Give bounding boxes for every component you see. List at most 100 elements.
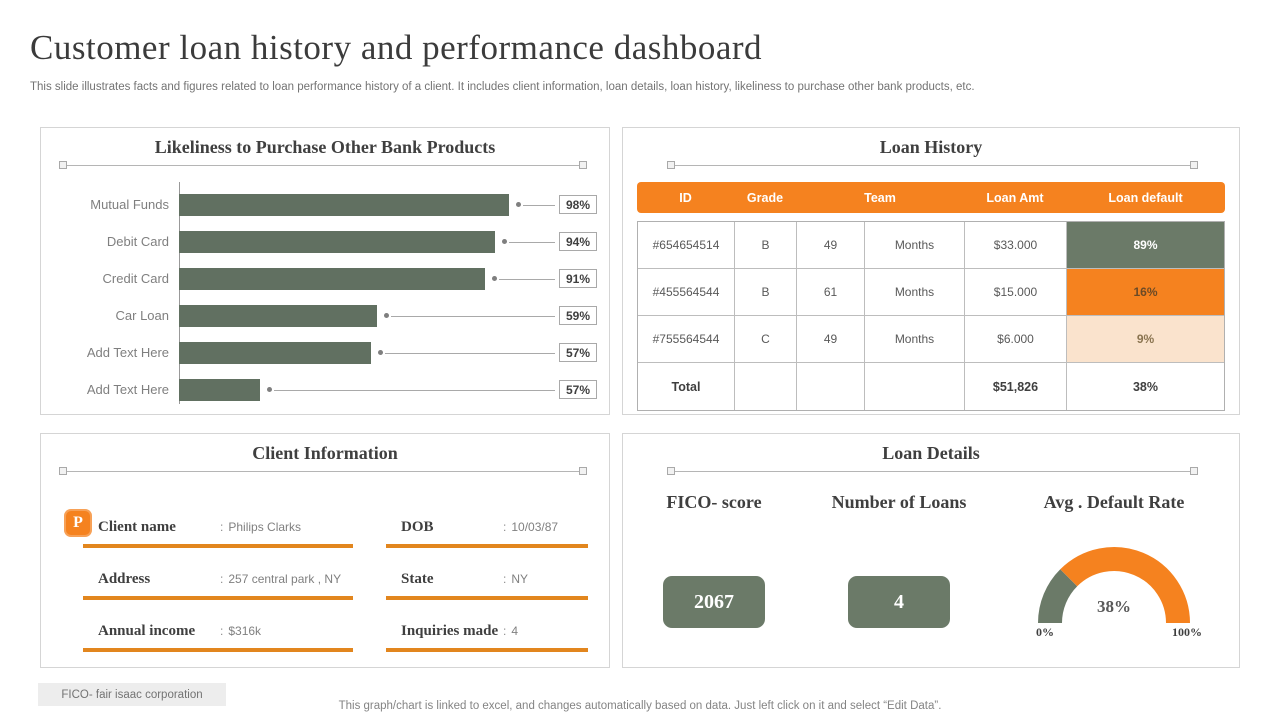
cell-term: 61: [797, 269, 865, 316]
leader-line: [273, 389, 555, 391]
client-field-address: Address : 257 central park , NY: [83, 565, 353, 600]
loan-table: ID Grade Team Loan Amt Loan default #654…: [637, 182, 1225, 411]
panel-loan-history: Loan History ID Grade Team Loan Amt Loan…: [622, 127, 1240, 415]
cell-total-default-rate: 38%: [1132, 379, 1159, 394]
cell-amount: $33.000: [965, 222, 1067, 269]
field-value: Philips Clarks: [228, 520, 302, 534]
bar-track: [179, 304, 557, 327]
field-label: Address: [98, 571, 151, 587]
default-rate-gauge: 38% 0% 100%: [1034, 543, 1202, 647]
leader-line: [499, 278, 555, 280]
cell-grade: B: [735, 222, 797, 269]
cell-term: 49: [797, 222, 865, 269]
cell-total-amount: $51,826: [965, 363, 1067, 410]
panel-client-info: Client Information P Client name : Phili…: [40, 433, 610, 668]
bar-track: [179, 378, 557, 401]
cell-empty: [865, 363, 965, 410]
leader-dot: [492, 275, 498, 281]
leader-dot: [377, 349, 383, 355]
gauge-min-label: 0%: [1036, 625, 1054, 639]
panel-likeliness: Likeliness to Purchase Other Bank Produc…: [40, 127, 610, 415]
loan-details-metrics: FICO- score 2067 Number of Loans 4 Avg .…: [623, 492, 1239, 647]
fico-score-card: 2067: [663, 576, 765, 628]
cell-grade: B: [735, 269, 797, 316]
field-separator: :: [503, 624, 507, 638]
bar-row: Mutual Funds 98%: [53, 186, 597, 223]
value-box: 59%: [559, 306, 597, 325]
bar-row: Car Loan 59%: [53, 297, 597, 334]
client-fields: P Client name : Philips Clarks DOB : 10/…: [64, 509, 609, 652]
slider-handle-right[interactable]: [579, 467, 587, 475]
slider-handle-left[interactable]: [667, 161, 675, 169]
client-initial-badge: P: [64, 509, 92, 537]
cell-term: 49: [797, 316, 865, 363]
header-cell-grade: Grade: [746, 190, 784, 205]
bar-category-label: Mutual Funds: [90, 197, 169, 212]
bar: [179, 304, 378, 327]
cell-default-rate: 9%: [1067, 316, 1224, 363]
metric-fico: FICO- score 2067: [639, 492, 789, 647]
loan-table-body: #654654514 B 49 Months $33.000 89% #4555…: [637, 221, 1225, 411]
slider: [59, 467, 587, 476]
footer-fico-note: FICO- fair isaac corporation: [38, 683, 226, 706]
field-value: NY: [511, 572, 529, 586]
gauge-max-label: 100%: [1172, 625, 1202, 639]
bar-track: [179, 267, 557, 290]
client-field-annual-income: Annual income : $316k: [83, 617, 353, 652]
bar-chart: Mutual Funds 98% Debit Card 94% Cred: [53, 182, 597, 408]
header-cell-team: Team: [864, 190, 896, 205]
metric-label: FICO- score: [666, 492, 762, 512]
leader-dot: [266, 386, 272, 392]
cell-total-label: Total: [638, 363, 735, 410]
header-cell-id: ID: [679, 190, 692, 205]
cell-id: #654654514: [638, 222, 735, 269]
bar-category-label: Car Loan: [115, 308, 169, 323]
gauge-arc: [1038, 547, 1190, 624]
cell-grade: C: [735, 316, 797, 363]
leader-line: [391, 315, 555, 317]
client-field-name: P Client name : Philips Clarks: [64, 509, 353, 548]
panel-loan-details: Loan Details FICO- score 2067 Number of …: [622, 433, 1240, 668]
bar-track: [179, 341, 557, 364]
bar: [179, 193, 509, 216]
bar-row: Add Text Here 57%: [53, 371, 597, 408]
gauge-value: 38%: [1097, 597, 1131, 616]
header-cell-loan-amt: Loan Amt: [986, 190, 1044, 205]
value-box: 98%: [559, 195, 597, 214]
page-subtitle: This slide illustrates facts and figures…: [30, 81, 975, 93]
field-separator: :: [220, 520, 224, 534]
client-field-state: State : NY: [386, 565, 588, 600]
slider-handle-left[interactable]: [59, 467, 67, 475]
client-field-inquiries: Inquiries made : 4: [386, 617, 588, 652]
bar: [179, 378, 260, 401]
bar-track: [179, 230, 557, 253]
cell-default-rate: 89%: [1067, 222, 1224, 269]
bar-category-label: Add Text Here: [86, 345, 169, 360]
cell-default-rate: 16%: [1067, 269, 1224, 316]
slider-handle-right[interactable]: [579, 161, 587, 169]
panel-title: Client Information: [252, 443, 398, 463]
slider-handle-right[interactable]: [1190, 161, 1198, 169]
cell-empty: [797, 363, 865, 410]
bar-category-label: Add Text Here: [86, 382, 169, 397]
field-value: 4: [511, 624, 519, 638]
leader-dot: [502, 238, 508, 244]
bar: [179, 267, 486, 290]
chart-axis: [179, 182, 180, 404]
metric-loans: Number of Loans 4: [789, 492, 1009, 647]
leader-dot: [384, 312, 390, 318]
bar-track: [179, 193, 557, 216]
field-value: 10/03/87: [511, 520, 559, 534]
field-separator: :: [503, 572, 507, 586]
metric-label: Number of Loans: [831, 492, 967, 512]
gauge-arc-green: [1038, 569, 1078, 624]
leader-dot: [515, 201, 521, 207]
slider-handle-left[interactable]: [667, 467, 675, 475]
slider-handle-left[interactable]: [59, 161, 67, 169]
value-box: 91%: [559, 269, 597, 288]
panel-title: Loan History: [879, 137, 983, 157]
cell-term-unit: Months: [865, 269, 965, 316]
field-label: Client name: [98, 519, 176, 535]
slider-handle-right[interactable]: [1190, 467, 1198, 475]
cell-term-unit: Months: [865, 222, 965, 269]
